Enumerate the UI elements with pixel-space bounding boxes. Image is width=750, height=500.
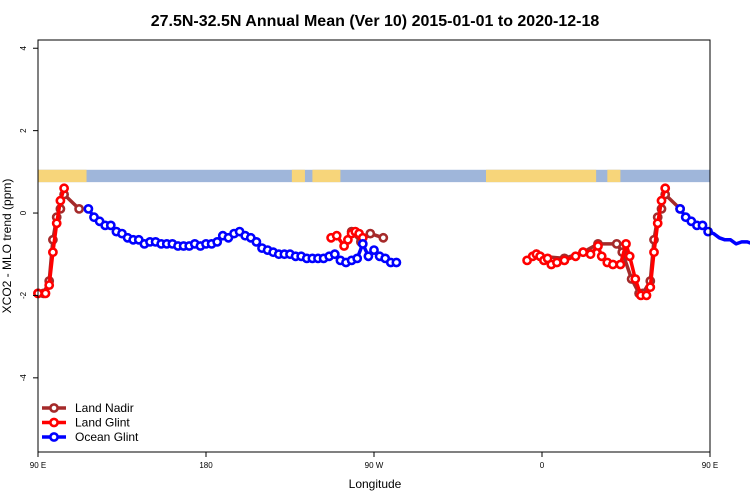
data-point [559, 255, 570, 266]
legend-item: Land Glint [42, 416, 130, 430]
data-point [40, 288, 51, 299]
series-land-glint [33, 183, 671, 301]
data-point [615, 259, 626, 270]
data-point [697, 220, 708, 231]
legend-swatch-marker [49, 432, 59, 442]
data-point [585, 249, 596, 260]
data-point [363, 251, 374, 262]
data-point [611, 238, 622, 249]
data-point [641, 290, 652, 301]
data-point [378, 232, 389, 243]
series-line [678, 207, 750, 246]
data-point [593, 241, 603, 251]
data-point [331, 230, 342, 241]
legend-item: Land Nadir [42, 401, 134, 415]
y-axis-label: XCO2 - MLO trend (ppm) [0, 179, 14, 314]
data-point [675, 203, 685, 214]
data-point [329, 249, 340, 260]
data-point [621, 238, 631, 249]
legend-label: Land Glint [75, 416, 130, 430]
x-tick-label: 90 E [702, 461, 718, 470]
data-point [55, 195, 66, 206]
data-point [596, 251, 607, 262]
land-band [291, 169, 305, 183]
data-point [48, 247, 58, 258]
data-point [251, 236, 262, 247]
x-tick-label: 0 [540, 461, 545, 470]
legend-swatch-marker [49, 417, 59, 428]
y-tick-label: 0 [19, 210, 28, 215]
data-point [624, 251, 635, 262]
legend-swatch-marker [49, 403, 59, 413]
land-ocean-mask [38, 169, 710, 183]
data-point [391, 257, 402, 268]
data-point [645, 282, 656, 293]
data-point [570, 251, 581, 262]
series-layer [33, 183, 750, 301]
land-band [312, 169, 341, 183]
data-point [652, 218, 663, 229]
y-axis: 4 2 0 -2 -4 [19, 45, 38, 381]
land-band [486, 169, 597, 183]
data-point [703, 226, 713, 237]
data-point [656, 195, 667, 206]
data-point [74, 203, 84, 214]
data-point [51, 218, 62, 229]
data-point [660, 183, 671, 194]
y-tick-label: 4 [19, 45, 28, 50]
y-tick-label: 2 [19, 128, 28, 133]
data-point [649, 247, 659, 258]
x-tick-label: 90 W [365, 461, 384, 470]
data-point [105, 220, 116, 231]
y-tick-label: -4 [19, 374, 28, 382]
data-point [357, 238, 368, 249]
data-point [630, 274, 641, 284]
data-point [578, 247, 588, 258]
series-ocean-glint [83, 203, 750, 268]
x-tick-label: 180 [199, 461, 213, 470]
legend-label: Ocean Glint [75, 430, 139, 444]
data-point [369, 245, 379, 255]
land-band [607, 169, 621, 183]
data-point [352, 253, 363, 264]
legend-item: Ocean Glint [42, 430, 139, 444]
data-point [44, 280, 55, 290]
x-axis: 90 E 180 90 W 0 90 E [30, 452, 718, 470]
data-point [608, 259, 618, 270]
data-point [552, 257, 562, 268]
data-point [365, 228, 376, 239]
data-point [59, 183, 69, 194]
land-band [38, 169, 87, 183]
y-tick-label: -2 [19, 291, 28, 299]
x-axis-label: Longitude [349, 477, 402, 491]
data-point [83, 203, 94, 214]
legend-label: Land Nadir [75, 401, 134, 415]
chart-title: 27.5N-32.5N Annual Mean (Ver 10) 2015-01… [151, 13, 600, 30]
data-point [212, 236, 223, 247]
x-tick-label: 90 E [30, 461, 46, 470]
